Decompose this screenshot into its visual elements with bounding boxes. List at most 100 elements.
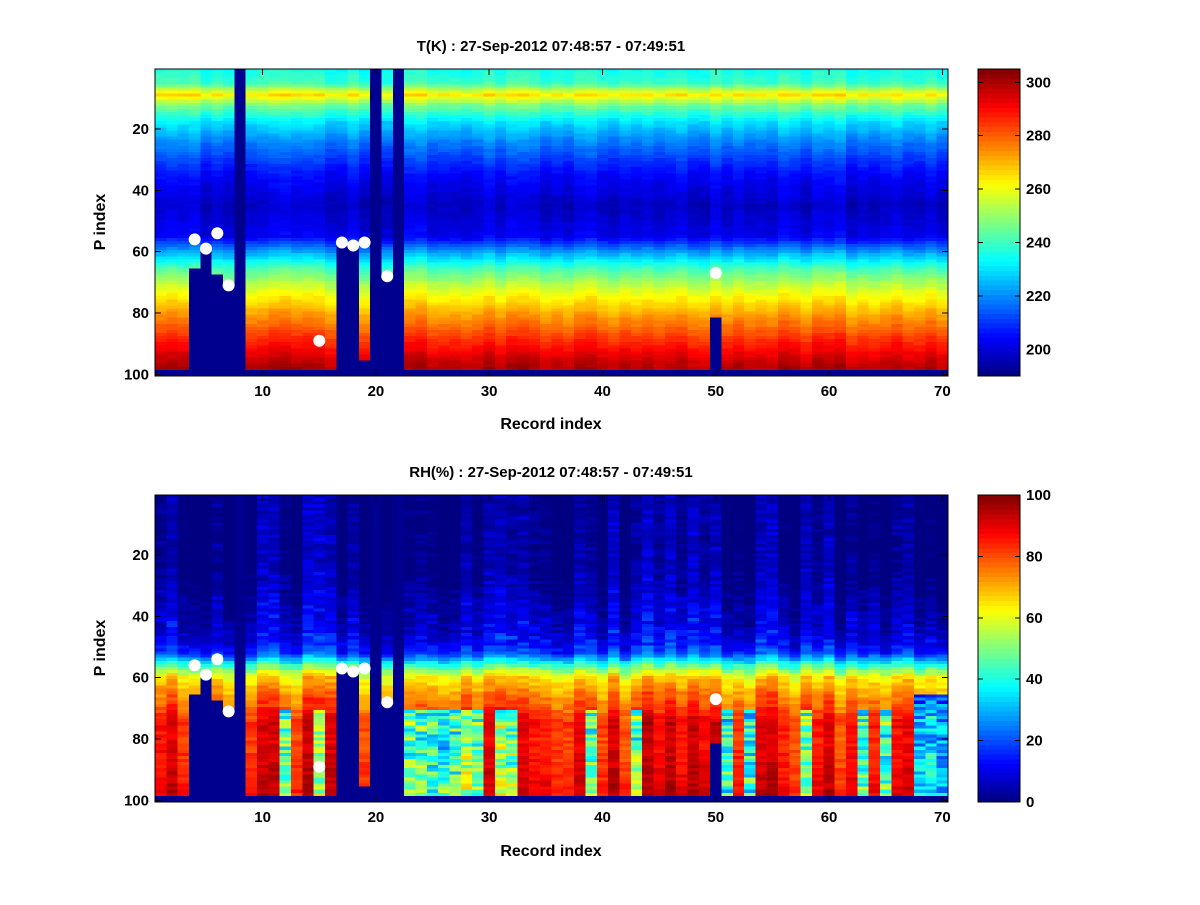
heatmap-cell (302, 222, 315, 227)
heatmap-cell (608, 302, 620, 306)
heatmap-cell (426, 84, 439, 88)
heatmap-cell (710, 176, 722, 181)
heatmap-cell (211, 164, 224, 168)
heatmap-cell (370, 329, 383, 334)
heatmap-cell (177, 108, 190, 113)
heatmap-cell (494, 345, 507, 349)
heatmap-cell (347, 271, 360, 276)
heatmap-cell (574, 222, 586, 227)
heatmap-cell (676, 262, 688, 266)
heatmap-cell (472, 299, 485, 303)
heatmap-cell (698, 136, 711, 141)
heatmap-cell (290, 173, 303, 177)
heatmap-cell (336, 188, 349, 193)
heatmap-cell (324, 366, 337, 371)
heatmap-cell (596, 293, 609, 297)
heatmap-cell (653, 158, 666, 162)
heatmap-cell (155, 78, 167, 82)
heatmap-cell (517, 173, 530, 177)
heatmap-cell (664, 142, 677, 147)
heatmap-cell (653, 154, 666, 159)
heatmap-cell (290, 185, 303, 190)
heatmap-cell (540, 136, 552, 141)
heatmap-cell (562, 268, 575, 273)
heatmap-cell (517, 243, 530, 248)
heatmap-cell (710, 75, 722, 79)
heatmap-cell (279, 124, 292, 128)
heatmap-cell (642, 204, 654, 208)
heatmap-cell (177, 262, 190, 266)
heatmap-cell (200, 194, 213, 199)
heatmap-cell (426, 96, 439, 101)
heatmap-cell (664, 197, 677, 202)
heatmap-cell (415, 259, 428, 263)
heatmap-cell (630, 299, 643, 303)
heatmap-cell (653, 302, 666, 306)
heatmap-cell (166, 280, 179, 285)
heatmap-cell (245, 105, 258, 110)
heatmap-cell (449, 360, 462, 365)
heatmap-cell (324, 158, 337, 162)
heatmap-cell (404, 290, 417, 294)
heatmap-cell (188, 222, 201, 227)
heatmap-cell (313, 124, 326, 128)
heatmap-cell (290, 121, 303, 125)
heatmap-cell (177, 154, 190, 159)
heatmap-cell (290, 164, 303, 168)
heatmap-cell (687, 216, 700, 220)
heatmap-cell (404, 69, 417, 73)
heatmap-cell (426, 296, 439, 300)
heatmap-cell (313, 250, 326, 254)
heatmap-cell (290, 102, 303, 107)
heatmap-cell (426, 124, 439, 128)
heatmap-cell (211, 201, 224, 205)
heatmap-cell (449, 216, 462, 220)
heatmap-cell (574, 243, 586, 248)
heatmap-cell (256, 197, 269, 202)
heatmap-cell (290, 354, 303, 359)
heatmap-cell (540, 265, 552, 270)
heatmap-cell (211, 96, 224, 101)
heatmap-cell (494, 354, 507, 359)
heatmap-cell (528, 93, 541, 98)
heatmap-cell (608, 360, 620, 365)
heatmap-cell (540, 354, 552, 359)
heatmap-cell (324, 336, 337, 340)
heatmap-cell (222, 161, 235, 165)
heatmap-cell (494, 124, 507, 128)
heatmap-cell (302, 314, 315, 319)
heatmap-cell (653, 102, 666, 107)
heatmap-cell (166, 130, 179, 134)
heatmap-cell (302, 357, 315, 362)
heatmap-cell (438, 308, 451, 313)
heatmap-cell (222, 197, 235, 202)
heatmap-cell (279, 194, 292, 199)
heatmap-cell (245, 228, 258, 233)
heatmap-cell (222, 154, 235, 159)
heatmap-cell (664, 228, 677, 233)
heatmap-cell (596, 170, 609, 174)
heatmap-cell (653, 311, 666, 316)
heatmap-cell (256, 293, 269, 297)
heatmap-cell (166, 124, 179, 128)
heatmap-cell (460, 72, 473, 76)
heatmap-cell (551, 329, 564, 334)
heatmap-cell (324, 320, 337, 325)
heatmap-cell (653, 216, 666, 220)
heatmap-cell (460, 197, 473, 202)
heatmap-cell (540, 293, 552, 297)
heatmap-cell (449, 207, 462, 211)
heatmap-cell (460, 194, 473, 199)
heatmap-cell (449, 262, 462, 266)
heatmap-cell (404, 99, 417, 104)
heatmap-cell (506, 105, 519, 110)
heatmap-cell (324, 360, 337, 365)
heatmap-cell (483, 363, 496, 368)
heatmap-cell (528, 194, 541, 199)
heatmap-cell (234, 69, 247, 73)
heatmap-cell (222, 320, 235, 325)
heatmap-cell (415, 348, 428, 352)
heatmap-cell (551, 302, 564, 306)
heatmap-cell (245, 363, 258, 368)
heatmap-cell (574, 127, 586, 131)
